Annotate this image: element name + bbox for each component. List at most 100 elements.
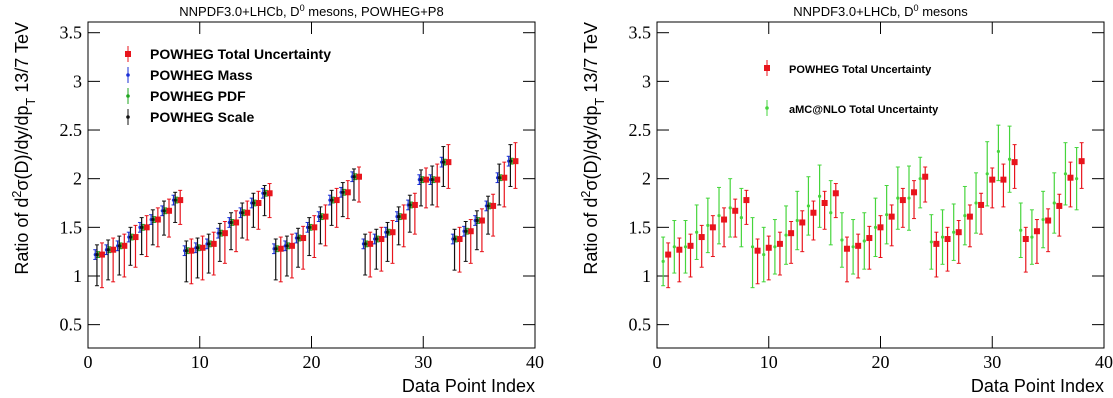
marker xyxy=(1041,217,1045,222)
y-tick-label: 3.5 xyxy=(60,23,83,43)
marker xyxy=(288,242,295,249)
marker xyxy=(143,224,150,231)
marker xyxy=(885,213,889,217)
marker xyxy=(400,213,407,220)
marker xyxy=(1030,235,1034,239)
legend-label: POWHEG Total Uncertainty xyxy=(789,64,932,76)
y-tick-label: 2.5 xyxy=(629,120,652,140)
marker xyxy=(788,230,795,237)
marker xyxy=(851,245,855,249)
marker xyxy=(274,247,278,251)
y-axis-label-part: Ratio of d xyxy=(581,198,601,275)
marker xyxy=(464,229,468,233)
marker xyxy=(162,209,166,213)
marker xyxy=(486,204,490,208)
x-tick-label: 40 xyxy=(526,352,544,372)
marker xyxy=(311,224,318,231)
marker xyxy=(318,215,323,219)
marker xyxy=(1011,159,1018,166)
marker xyxy=(296,236,300,240)
marker xyxy=(497,176,501,180)
marker xyxy=(1078,158,1085,165)
marker xyxy=(374,237,378,241)
marker xyxy=(676,246,683,253)
marker xyxy=(423,176,430,183)
y-tick-label: 2 xyxy=(73,169,82,189)
marker xyxy=(419,178,423,182)
marker xyxy=(121,242,128,249)
marker xyxy=(140,225,144,229)
x-tick-label: 20 xyxy=(303,352,321,372)
y-tick-label: 1 xyxy=(73,266,82,286)
marker xyxy=(490,202,497,209)
y-axis-label-part: T xyxy=(593,97,607,105)
marker xyxy=(877,224,884,231)
marker xyxy=(1063,172,1068,176)
marker xyxy=(765,244,772,251)
marker xyxy=(98,251,105,258)
marker xyxy=(806,204,811,208)
marker xyxy=(829,211,833,215)
marker xyxy=(743,197,750,204)
marker xyxy=(434,176,441,183)
marker xyxy=(698,234,705,241)
chart-title-part: 0 xyxy=(300,3,305,13)
marker xyxy=(255,200,262,207)
legend-label: POWHEG Total Uncertainty xyxy=(150,46,331,62)
chart-title-part: mesons, POWHEG+P8 xyxy=(305,4,444,19)
x-tick-label: 30 xyxy=(414,352,432,372)
marker xyxy=(132,234,139,241)
marker xyxy=(151,217,155,222)
marker xyxy=(341,190,345,194)
marker xyxy=(110,246,117,253)
y-axis-label-part: 2 xyxy=(10,191,24,198)
marker xyxy=(1045,217,1052,224)
marker xyxy=(750,245,755,249)
marker xyxy=(166,207,173,214)
marker xyxy=(773,245,777,249)
marker xyxy=(985,172,989,176)
marker xyxy=(966,213,973,220)
marker xyxy=(177,197,184,204)
y-axis-label: Ratio of d2σ(D)/dy/dpT 13/7 TeV xyxy=(579,22,607,275)
marker xyxy=(378,236,385,243)
marker xyxy=(117,244,121,248)
y-tick-label: 2 xyxy=(642,169,651,189)
marker xyxy=(963,214,967,218)
marker xyxy=(330,198,334,202)
marker xyxy=(218,231,222,235)
marker xyxy=(717,214,721,218)
marker xyxy=(1052,201,1056,205)
marker xyxy=(344,189,351,196)
marker xyxy=(709,224,716,231)
chart-title-part: 0 xyxy=(914,3,919,13)
marker xyxy=(244,209,251,216)
marker xyxy=(754,247,761,254)
marker xyxy=(195,246,200,250)
y-axis-label-part: σ(D)/dy/dp xyxy=(581,105,601,190)
x-tick-label: 0 xyxy=(84,352,93,372)
x-tick-label: 20 xyxy=(872,352,890,372)
y-axis-label-part: 13/7 TeV xyxy=(581,22,601,98)
legend-marker xyxy=(125,51,131,57)
marker xyxy=(456,236,463,243)
marker xyxy=(452,237,457,241)
marker xyxy=(1007,157,1012,161)
marker xyxy=(445,159,452,166)
marker xyxy=(952,230,956,234)
marker xyxy=(106,248,110,252)
marker xyxy=(1033,228,1040,235)
marker xyxy=(229,220,233,225)
marker xyxy=(411,201,418,208)
marker xyxy=(776,240,783,247)
marker xyxy=(866,235,873,242)
marker xyxy=(512,158,519,165)
marker xyxy=(1019,228,1023,232)
marker xyxy=(695,230,699,234)
marker xyxy=(739,216,743,220)
x-tick-label: 10 xyxy=(191,352,209,372)
marker xyxy=(322,213,329,220)
marker xyxy=(367,240,374,247)
marker xyxy=(955,229,962,236)
marker xyxy=(441,160,445,164)
